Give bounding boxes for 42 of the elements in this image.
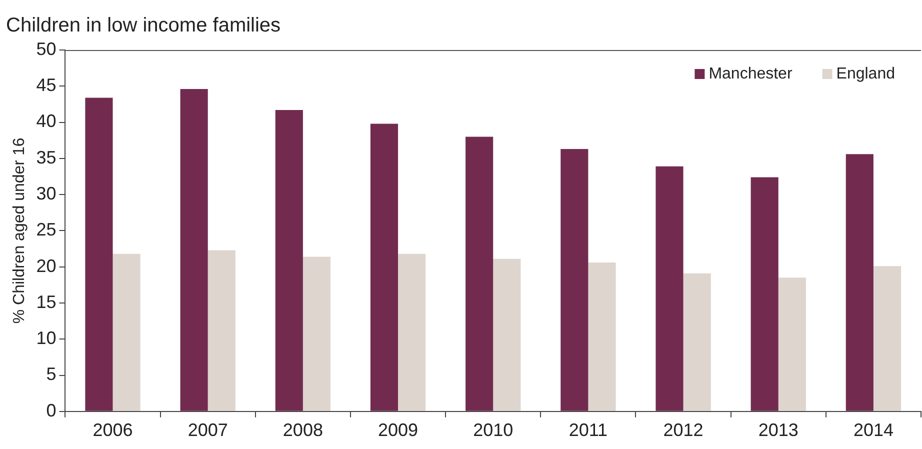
bar — [778, 278, 806, 411]
bar — [588, 262, 616, 411]
y-axis-title: % Children aged under 16 — [11, 138, 28, 324]
bar — [683, 273, 711, 411]
x-tick-label: 2013 — [758, 420, 798, 440]
y-tick-label: 45 — [36, 75, 56, 96]
x-tick-label: 2011 — [568, 420, 608, 440]
y-tick-label: 0 — [46, 400, 56, 420]
bar — [846, 154, 874, 411]
x-tick-label: 2010 — [473, 420, 514, 440]
bar — [656, 166, 684, 411]
y-tick-label: 30 — [36, 184, 56, 204]
bar — [398, 254, 426, 411]
legend-label: England — [836, 65, 895, 82]
y-tick-label: 20 — [36, 256, 56, 276]
y-tick-label: 10 — [36, 328, 56, 348]
y-tick-label: 50 — [36, 38, 56, 59]
bar — [275, 110, 303, 411]
bar — [85, 98, 113, 411]
x-tick-label: 2007 — [188, 420, 228, 440]
legend-label: Manchester — [708, 65, 793, 82]
x-tick-label: 2008 — [282, 420, 323, 440]
y-tick-label: 40 — [36, 111, 56, 132]
x-tick-label: 2009 — [378, 420, 418, 440]
bar — [370, 124, 398, 411]
y-tick-label: 35 — [36, 147, 56, 168]
bar — [560, 149, 588, 411]
y-tick-label: 25 — [36, 220, 56, 240]
bar — [112, 254, 140, 411]
bar — [208, 250, 236, 411]
y-tick-label: 15 — [36, 292, 56, 312]
y-tick-label: 5 — [46, 364, 56, 384]
bar — [750, 177, 778, 411]
bar — [180, 89, 208, 411]
bar — [466, 136, 494, 411]
x-tick-label: 2012 — [663, 420, 704, 440]
bar — [873, 266, 902, 411]
bar — [493, 258, 521, 411]
x-tick-label: 2006 — [92, 420, 133, 440]
bar — [302, 256, 331, 411]
x-tick-label: 2014 — [853, 420, 894, 440]
chart-title: Children in low income families — [6, 14, 281, 37]
